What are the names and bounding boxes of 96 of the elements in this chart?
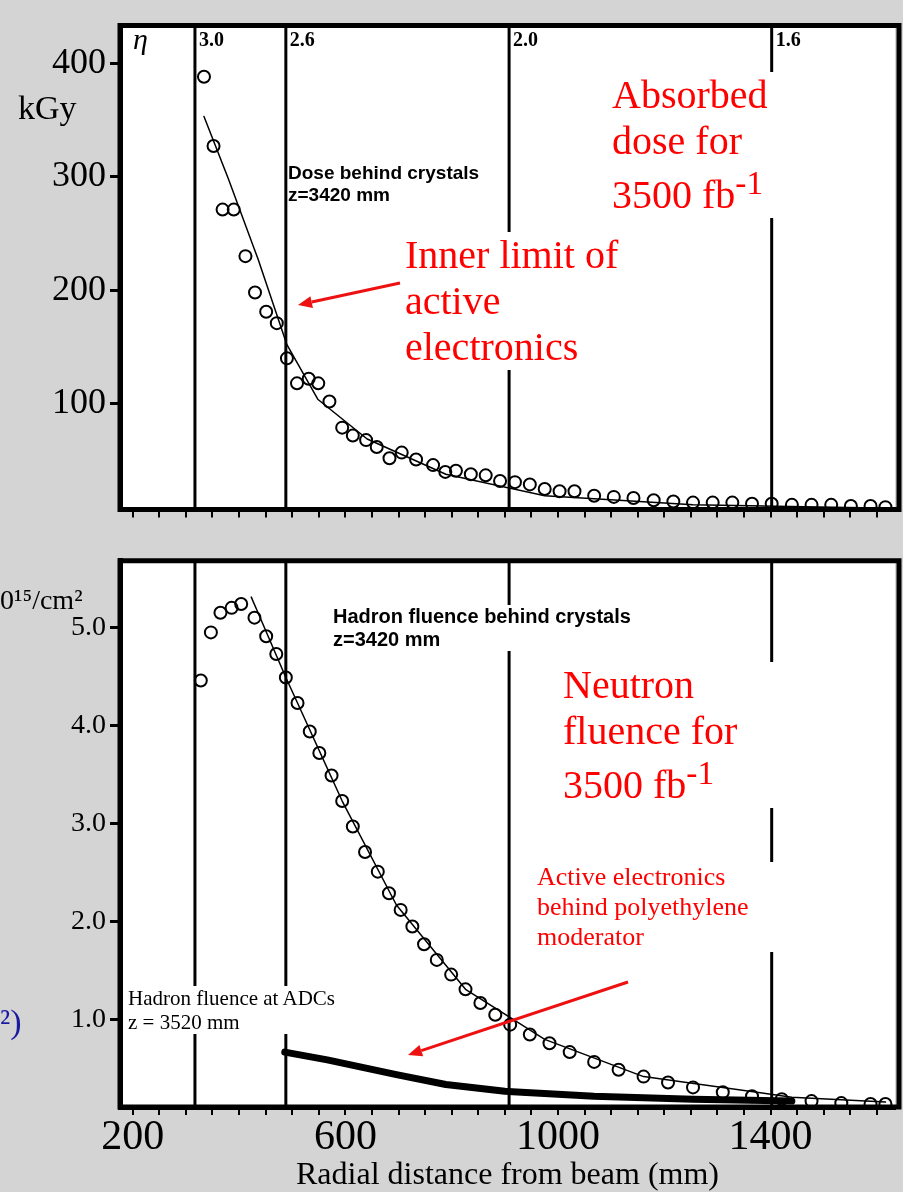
annotation: Inner limit of active electronics [405,232,675,370]
point [488,1007,503,1022]
point [405,919,420,934]
point [458,982,473,997]
x-tick-label: 1400 [728,1112,813,1159]
point [269,316,284,331]
point [393,902,408,917]
y-tick-label: 400 [52,40,106,81]
point [646,493,661,508]
y-axis-title: kGy [18,88,77,128]
point [552,484,567,499]
point [417,937,432,952]
point [324,768,339,783]
annotation: 1.6 [775,27,801,51]
point [636,1069,651,1084]
point [381,886,396,901]
point [279,351,294,366]
point [522,1027,537,1042]
point [290,695,305,710]
point [834,1096,849,1107]
point [193,673,208,688]
point [302,724,317,739]
point [666,494,681,509]
point [503,1017,518,1032]
point [429,952,444,967]
point [611,1062,626,1077]
y-tick-label: 3.0 [71,805,106,837]
point [203,625,218,640]
point [234,596,249,611]
y-tick-label: 300 [52,154,106,195]
point [473,996,488,1011]
y-tick-label: 2.0 [71,904,106,936]
point [661,1075,676,1090]
point [259,304,274,319]
point [448,463,463,478]
y-tick-label: 100 [52,381,106,422]
point [542,1036,557,1051]
y-tick-label: 200 [52,267,106,308]
point [804,1094,819,1107]
point [409,452,424,467]
point [247,610,262,625]
point [358,845,373,860]
point [463,467,478,482]
y-tick-label: 4.0 [71,707,106,739]
point [311,376,326,391]
annotation: 2.6 [289,27,315,51]
annotation: Neutron fluence for 3500 fb$^{-1}$ [563,662,778,809]
annotation: Active electronics behind polyethylene moderator [537,862,797,952]
point [686,1080,701,1095]
annotation: 2.0 [513,27,539,51]
point [562,1045,577,1060]
point [269,646,284,661]
annotation: 3.0 [198,27,224,51]
point [493,474,508,489]
point [224,600,239,615]
point [345,428,360,443]
point [248,285,263,300]
annotation: Hadron fluence at ADCs z = 3520 mm [128,986,336,1035]
point [345,819,360,834]
point [312,746,327,760]
x-tick-label: 200 [101,1112,165,1159]
point [369,439,384,454]
annotation: η [133,22,148,57]
point [382,451,397,466]
y-tick-label: 1.0 [71,1002,106,1034]
point [438,464,453,479]
point [196,69,211,84]
point [537,481,552,496]
point [394,445,409,460]
point [359,433,374,448]
point [259,629,274,644]
point [238,249,253,264]
point [587,1054,602,1069]
point [606,489,621,504]
point [444,967,459,982]
point [322,394,337,409]
point [215,202,230,217]
point [226,202,241,217]
text: ²) [0,1002,22,1042]
point [567,484,582,499]
point [626,491,641,506]
point [301,371,316,386]
annotation: Hadron fluence behind crystals z=3420 mm [333,605,631,651]
point [213,605,228,620]
point [478,468,493,483]
point [335,794,350,809]
point [587,488,602,503]
point [370,864,385,879]
annotation: Absorbed dose for 3500 fb$^{-1}$ [612,72,827,219]
point [206,138,221,153]
point [290,376,305,391]
annotation: Dose behind crystals z=3420 mm [288,162,480,206]
point [278,670,293,685]
point [335,420,350,435]
point [522,477,537,492]
point [426,458,441,473]
